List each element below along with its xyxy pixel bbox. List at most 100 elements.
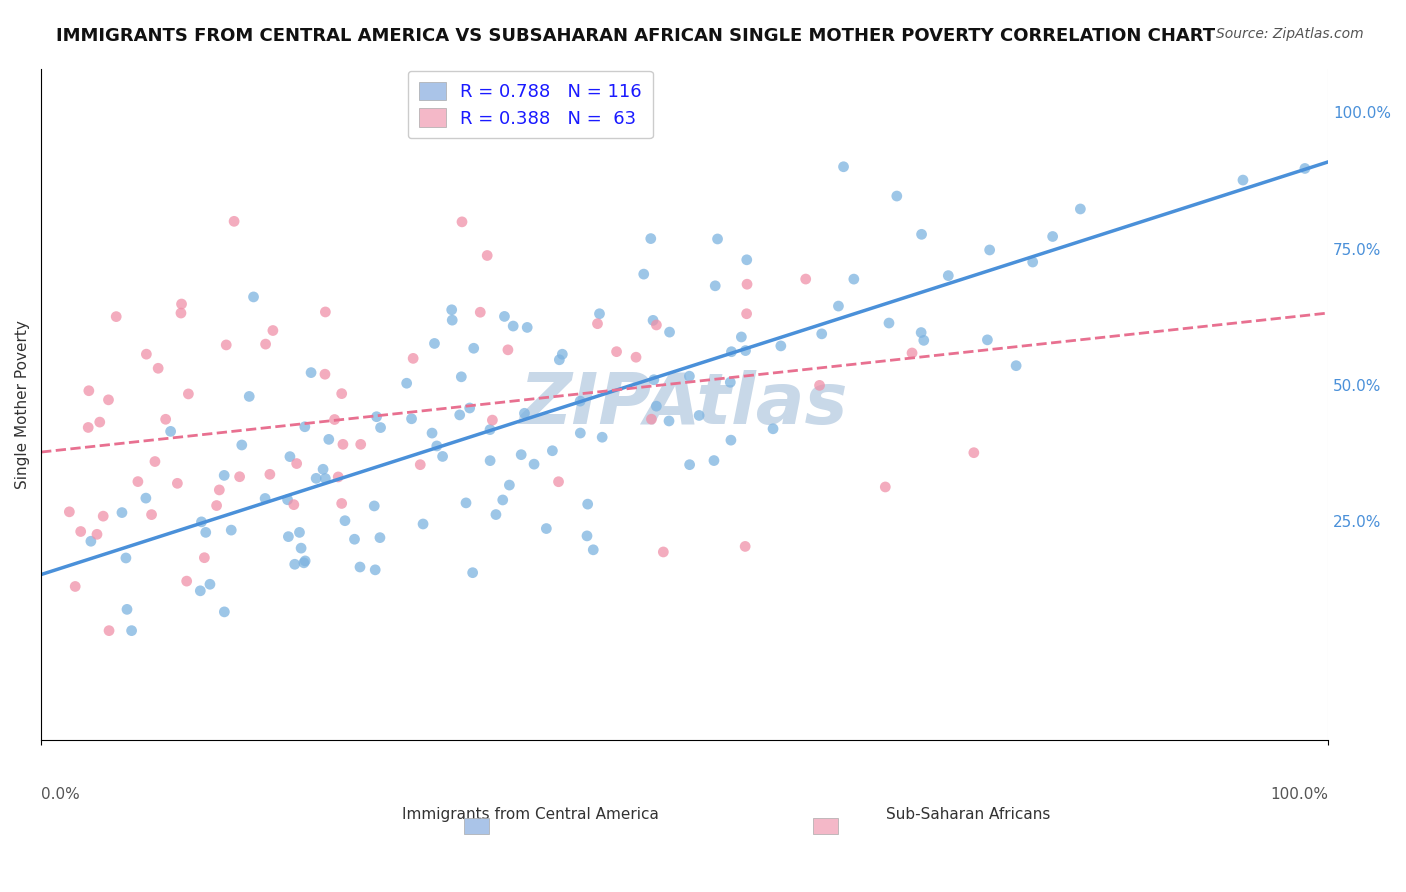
Point bbox=[912, 334, 935, 348]
Point bbox=[1005, 359, 1028, 373]
Point bbox=[645, 399, 668, 413]
Point bbox=[105, 310, 128, 324]
Point bbox=[640, 231, 662, 245]
Text: Source: ZipAtlas.com: Source: ZipAtlas.com bbox=[1216, 27, 1364, 41]
Point bbox=[299, 366, 322, 380]
Point bbox=[496, 343, 519, 357]
Point bbox=[643, 373, 665, 387]
Point bbox=[658, 414, 681, 428]
Point bbox=[454, 496, 477, 510]
Point bbox=[343, 533, 366, 547]
Point bbox=[115, 602, 138, 616]
Point bbox=[146, 361, 169, 376]
Point bbox=[208, 483, 231, 497]
Point bbox=[349, 560, 371, 574]
Point bbox=[842, 272, 865, 286]
Point bbox=[401, 411, 423, 425]
Point bbox=[314, 368, 336, 382]
Point bbox=[80, 534, 103, 549]
Text: ZIPAtlas: ZIPAtlas bbox=[520, 369, 849, 439]
Point bbox=[228, 469, 250, 483]
Point bbox=[328, 470, 350, 484]
Point bbox=[441, 313, 464, 327]
Point bbox=[89, 415, 111, 429]
Point bbox=[810, 326, 832, 341]
Point bbox=[222, 214, 245, 228]
Point bbox=[498, 478, 520, 492]
Point bbox=[877, 316, 900, 330]
Point bbox=[219, 523, 242, 537]
Point bbox=[242, 290, 264, 304]
Point bbox=[485, 508, 508, 522]
Point bbox=[730, 330, 752, 344]
Point bbox=[364, 563, 387, 577]
Point bbox=[658, 325, 681, 339]
Point bbox=[734, 343, 756, 358]
Point bbox=[155, 412, 177, 426]
Point bbox=[624, 350, 647, 364]
Point bbox=[440, 302, 463, 317]
Point bbox=[576, 497, 599, 511]
Point bbox=[284, 558, 307, 572]
Point bbox=[277, 530, 299, 544]
Point bbox=[569, 394, 592, 409]
Point bbox=[412, 516, 434, 531]
Point bbox=[979, 243, 1001, 257]
Text: 100.0%: 100.0% bbox=[1270, 787, 1329, 802]
Point bbox=[720, 344, 742, 359]
Point bbox=[450, 369, 472, 384]
Point bbox=[121, 624, 143, 638]
Point bbox=[86, 527, 108, 541]
Y-axis label: Single Mother Poverty: Single Mother Poverty bbox=[15, 319, 30, 489]
Point bbox=[188, 583, 211, 598]
Legend: R = 0.788   N = 116, R = 0.388   N =  63: R = 0.788 N = 116, R = 0.388 N = 63 bbox=[408, 70, 652, 138]
Point bbox=[135, 491, 157, 505]
Point bbox=[470, 305, 492, 319]
Point bbox=[332, 437, 354, 451]
Point bbox=[314, 471, 336, 485]
Point bbox=[314, 305, 336, 319]
Point bbox=[734, 540, 756, 554]
Point bbox=[477, 248, 499, 262]
Point bbox=[449, 408, 471, 422]
Point bbox=[91, 509, 114, 524]
Point bbox=[366, 409, 388, 424]
Point bbox=[769, 339, 792, 353]
Point bbox=[288, 525, 311, 540]
Point bbox=[735, 252, 758, 267]
Point bbox=[606, 344, 628, 359]
Point bbox=[494, 310, 516, 324]
Point bbox=[176, 574, 198, 588]
Point bbox=[808, 378, 831, 392]
Point bbox=[432, 450, 454, 464]
Point bbox=[278, 450, 301, 464]
Point bbox=[588, 307, 610, 321]
Text: Immigrants from Central America: Immigrants from Central America bbox=[402, 807, 658, 822]
Point bbox=[704, 278, 727, 293]
Point bbox=[409, 458, 432, 472]
Point bbox=[586, 317, 609, 331]
Point bbox=[458, 401, 481, 415]
Point bbox=[886, 189, 908, 203]
Point bbox=[194, 525, 217, 540]
Point bbox=[177, 387, 200, 401]
Point bbox=[641, 313, 664, 327]
Point bbox=[541, 443, 564, 458]
Point bbox=[1021, 255, 1043, 269]
Point bbox=[936, 268, 959, 283]
Point bbox=[141, 508, 163, 522]
Point bbox=[645, 318, 668, 332]
Point bbox=[1069, 202, 1091, 216]
Point bbox=[63, 579, 86, 593]
Point bbox=[170, 297, 193, 311]
Point bbox=[190, 515, 212, 529]
Point bbox=[166, 476, 188, 491]
Point bbox=[292, 556, 315, 570]
Point bbox=[463, 341, 485, 355]
Point bbox=[513, 406, 536, 420]
Point bbox=[536, 522, 558, 536]
Point bbox=[323, 412, 346, 426]
Point bbox=[127, 475, 149, 489]
Point bbox=[678, 458, 700, 472]
Point bbox=[963, 445, 986, 459]
